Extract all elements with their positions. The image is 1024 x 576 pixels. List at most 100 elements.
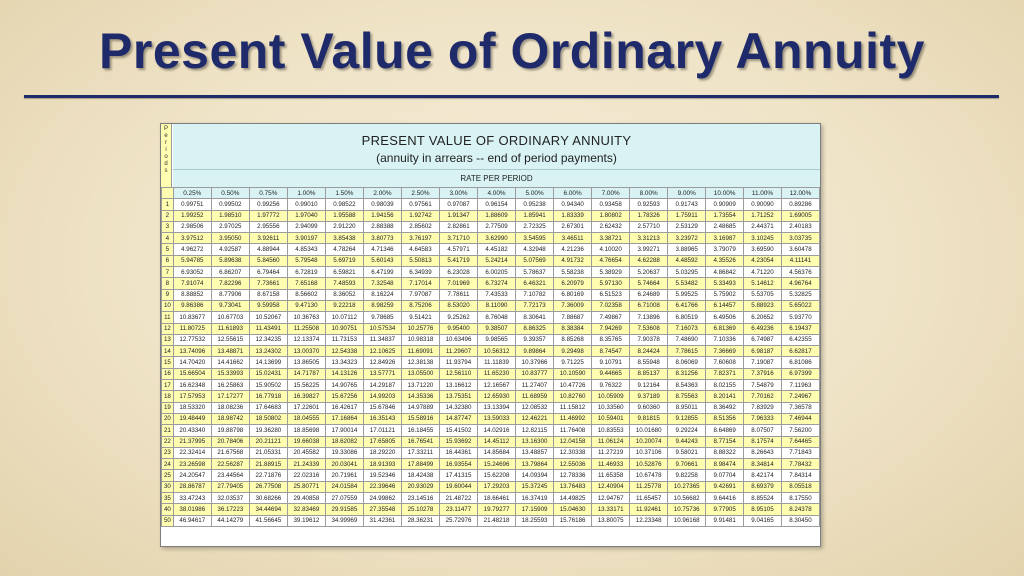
periods-letter: r (165, 140, 167, 146)
value-cell: 14.35336 (400, 390, 440, 403)
rate-per-period-label: RATE PER PERIOD (173, 169, 820, 187)
value-cell: 8.75563 (667, 390, 707, 403)
value-cell: 10.07112 (324, 311, 364, 324)
value-cell: 0.99256 (248, 198, 288, 211)
value-cell: 1.78326 (629, 209, 669, 222)
table-row: 8 7.91074 7.82296 7.73661 7.65168 7.48593 7.32… (161, 277, 820, 290)
value-cell: 1.97772 (248, 209, 288, 222)
value-cell: 4.23054 (743, 254, 782, 268)
value-cell: 11.61893 (210, 322, 250, 335)
value-cell: 12.46221 (515, 412, 555, 426)
value-cell: 1.92742 (400, 209, 440, 222)
value-cell: 6.41766 (667, 299, 707, 313)
value-cell: 11.93794 (438, 356, 479, 369)
table-row: 19 18.53320 18.08236 17.64683 17.22601 16.426… (161, 401, 820, 414)
value-cell: 12.23348 (629, 514, 669, 527)
value-cell: 9.86386 (172, 299, 212, 313)
value-cell: 1.85941 (515, 209, 555, 222)
value-cell: 10.01680 (629, 424, 669, 437)
value-cell: 6.51523 (591, 288, 631, 301)
value-cell: 11.65457 (629, 492, 669, 505)
period-cell: 22 (161, 435, 174, 448)
value-cell: 2.62432 (591, 220, 631, 234)
value-cell: 3.88965 (667, 243, 707, 256)
value-cell: 11.73153 (324, 333, 364, 347)
value-cell: 16.77918 (248, 390, 288, 403)
value-cell: 23.11477 (438, 503, 479, 516)
value-cell: 9.73041 (210, 299, 250, 313)
value-cell: 11.65358 (591, 469, 631, 482)
value-cell: 9.29224 (667, 424, 707, 437)
table-row: 50 46.94617 44.14279 41.56645 39.19612 34.999… (161, 514, 820, 527)
table-row: 18 17.57953 17.17277 16.77918 16.39827 15.672… (161, 390, 820, 403)
value-cell: 21.05331 (248, 446, 288, 460)
value-cell: 12.34235 (248, 333, 288, 347)
value-cell: 6.49506 (705, 311, 745, 324)
value-cell: 0.98522 (324, 198, 364, 211)
value-cell: 3.80773 (362, 232, 402, 245)
value-cell: 8.20141 (705, 390, 745, 403)
value-cell: 5.94785 (172, 254, 212, 268)
value-cell: 14.70420 (172, 356, 212, 369)
value-cell: 4.57971 (438, 243, 479, 256)
period-cell: 1 (161, 198, 174, 211)
period-cell: 50 (161, 514, 174, 527)
value-cell: 17.57953 (172, 390, 212, 403)
value-cell: 6.81086 (780, 356, 820, 369)
value-cell: 5.58238 (553, 266, 593, 279)
value-cell: 39.19612 (286, 514, 326, 527)
value-cell: 0.99010 (286, 198, 326, 211)
value-cell: 4.88944 (248, 243, 288, 256)
value-cell: 0.90909 (705, 198, 745, 211)
value-cell: 28.36231 (400, 514, 440, 527)
value-cell: 7.82371 (705, 367, 745, 381)
value-cell: 3.76197 (400, 232, 440, 245)
value-cell: 2.95556 (248, 220, 288, 234)
value-cell: 14.41662 (210, 356, 250, 369)
table-header: PRESENT VALUE OF ORDINARY ANNUITY (annui… (173, 124, 820, 169)
period-cell: 35 (161, 492, 174, 505)
value-cell: 7.73661 (248, 277, 288, 290)
value-cell: 6.46321 (515, 277, 555, 290)
value-cell: 7.71843 (780, 446, 820, 460)
value-cell: 4.78264 (324, 243, 364, 256)
rate-header-cell: 1.00% (286, 186, 326, 200)
value-cell: 5.89638 (210, 254, 250, 268)
value-cell: 4.64583 (400, 243, 440, 256)
period-cell: 6 (161, 254, 174, 268)
value-cell: 0.90090 (743, 198, 782, 211)
value-cell: 5.97130 (591, 277, 631, 290)
value-cell: 15.37245 (515, 480, 555, 494)
value-cell: 6.79464 (248, 266, 288, 279)
value-cell: 15.56225 (286, 379, 326, 392)
value-cell: 5.33493 (705, 277, 745, 290)
value-cell: 4.48592 (667, 254, 707, 268)
value-cell: 19.33086 (324, 446, 364, 460)
value-cell: 15.04630 (553, 503, 593, 516)
value-cell: 17.90014 (324, 424, 364, 437)
value-cell: 8.02155 (705, 379, 745, 392)
rate-header-cell: 9.00% (667, 186, 707, 200)
value-cell: 29.40858 (286, 492, 326, 505)
value-cell: 14.90765 (324, 379, 364, 392)
value-cell: 7.60608 (705, 356, 745, 369)
value-cell: 1.95588 (324, 209, 364, 222)
value-cell: 4.91732 (553, 254, 593, 268)
value-cell: 13.75351 (438, 390, 479, 403)
period-cell: 2 (161, 209, 174, 222)
value-cell: 10.56312 (477, 345, 517, 358)
value-cell: 38.01986 (172, 503, 212, 516)
period-cell: 12 (161, 322, 174, 335)
value-cell: 13.80075 (591, 514, 631, 527)
value-cell: 1.91347 (438, 209, 479, 222)
value-cell: 19.48449 (172, 412, 212, 426)
value-cell: 23.26598 (172, 458, 212, 471)
value-cell: 9.47130 (286, 299, 326, 313)
value-cell: 28.86787 (172, 480, 212, 494)
value-cell: 8.95011 (667, 401, 707, 414)
period-cell: 20 (161, 412, 174, 426)
table-row: 3 2.98506 2.97025 2.95556 2.94099 2.91220 2.88… (161, 220, 820, 234)
table-row: 35 33.47243 32.03537 30.68266 29.40858 27.075… (161, 492, 820, 505)
value-cell: 11.11839 (477, 356, 517, 369)
value-cell: 14.13126 (324, 367, 364, 381)
